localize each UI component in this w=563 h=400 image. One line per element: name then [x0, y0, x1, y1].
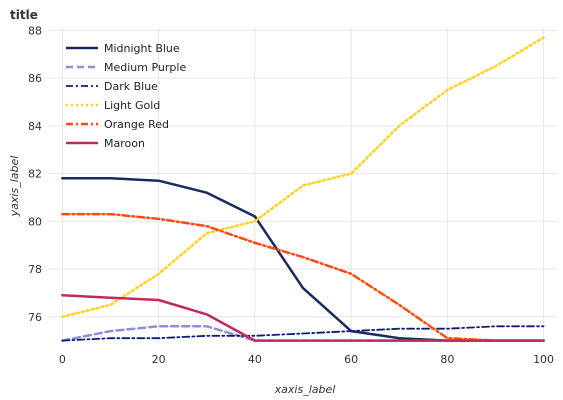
y-axis-ticks: 76 78 80 82 84 86 88: [28, 24, 42, 323]
series-lines: [61, 36, 545, 342]
x-tick-label: 80: [440, 353, 454, 366]
x-axis-ticks: 0 20 40 60 80 100: [59, 353, 554, 366]
series-line-dark-blue: [61, 325, 545, 342]
series-line-maroon: [61, 294, 545, 342]
x-tick-label: 100: [533, 353, 554, 366]
y-tick-label: 86: [28, 72, 42, 85]
legend: Midnight Blue Medium Purple Dark Blue Light…: [66, 42, 186, 150]
x-tick-label: 60: [344, 353, 358, 366]
series-line-orange-red: [61, 212, 545, 342]
legend-label: Light Gold: [104, 99, 160, 112]
x-tick-label: 40: [248, 353, 262, 366]
grid: [48, 28, 558, 343]
y-tick-label: 84: [28, 120, 42, 133]
x-axis-label: xaxis_label: [274, 383, 336, 396]
chart-title: title: [10, 8, 38, 22]
y-tick-label: 76: [28, 311, 42, 324]
legend-label: Medium Purple: [104, 61, 186, 74]
y-tick-label: 88: [28, 24, 42, 37]
y-tick-label: 80: [28, 215, 42, 228]
x-tick-label: 20: [152, 353, 166, 366]
x-tick-label: 0: [59, 353, 66, 366]
legend-label: Orange Red: [104, 118, 169, 131]
y-axis-label: yaxis_label: [8, 156, 21, 218]
series-line-light-gold: [61, 36, 545, 319]
legend-label: Midnight Blue: [104, 42, 180, 55]
legend-label: Maroon: [104, 137, 145, 150]
legend-label: Dark Blue: [104, 80, 158, 93]
y-tick-label: 78: [28, 263, 42, 276]
y-tick-label: 82: [28, 168, 42, 181]
